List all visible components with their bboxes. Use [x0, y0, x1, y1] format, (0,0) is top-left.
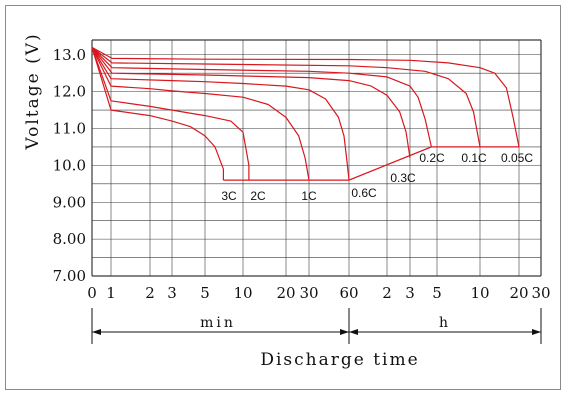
- x-tick-label: 2: [382, 284, 392, 302]
- curve-0.2C: [91, 46, 432, 148]
- segment-label-min: min: [200, 315, 236, 331]
- x-tick-label: 0: [87, 284, 97, 302]
- curve-label-0.2C: 0.2C: [419, 151, 445, 165]
- time-unit-segments: min h: [91, 308, 542, 344]
- curve-label-2C: 2C: [250, 189, 266, 203]
- segment-label-h: h: [439, 315, 451, 331]
- segment-min-arrow-left: [92, 329, 101, 335]
- curve-2C: [91, 47, 250, 181]
- x-tick-label: 1: [106, 284, 116, 302]
- curve-0.1C: [91, 46, 481, 148]
- y-tick-label: 8.00: [53, 230, 86, 248]
- x-tick-label: 5: [200, 284, 210, 302]
- y-tick-label: 12.0: [53, 83, 86, 101]
- curve-label-0.05C: 0.05C: [501, 151, 533, 165]
- x-axis-ticks: 0 1 2 3 5 10 20 30 60 2 3 5 10 20 30: [87, 284, 550, 302]
- curve-1C: [91, 47, 310, 181]
- curve-label-0.1C: 0.1C: [461, 151, 487, 165]
- y-tick-label: 7.00: [53, 267, 86, 285]
- curve-label-0.3C: 0.3C: [390, 171, 416, 185]
- curve-0.3C: [91, 47, 411, 159]
- y-axis-ticks: 13.0 12.0 11.0 10.0 9.00 8.00 7.00: [53, 46, 86, 285]
- curve-3C: [91, 47, 224, 181]
- discharge-curves: [91, 46, 520, 181]
- x-tick-label: 10: [470, 284, 489, 302]
- y-tick-label: 11.0: [53, 120, 86, 138]
- x-tick-label: 3: [167, 284, 177, 302]
- curve-labels: 3C 2C 1C 0.6C 0.3C0.2C 0.1C 0.05C: [221, 151, 533, 203]
- cutoff-line: [223, 146, 519, 181]
- curve-0.6C: [91, 47, 350, 181]
- y-axis-title: Voltage (V): [23, 32, 43, 150]
- segment-min-arrow-right: [340, 329, 349, 335]
- y-tick-label: 9.00: [53, 193, 86, 211]
- y-tick-label: 10.0: [53, 156, 86, 174]
- x-tick-label: 2: [145, 284, 155, 302]
- curve-0.05C: [91, 46, 520, 148]
- curve-label-0.6C: 0.6C: [351, 186, 377, 200]
- chart-frame: [5, 5, 561, 390]
- endpoint-line: [223, 146, 519, 181]
- x-tick-label: 60: [339, 284, 358, 302]
- x-tick-label: 20: [509, 284, 528, 302]
- x-tick-label: 10: [233, 284, 252, 302]
- grid: [91, 39, 542, 277]
- x-tick-label: 30: [531, 284, 550, 302]
- x-tick-label: 20: [276, 284, 295, 302]
- segment-h-arrow-left: [349, 329, 358, 335]
- curve-label-1C: 1C: [301, 189, 317, 203]
- x-tick-label: 3: [405, 284, 415, 302]
- x-tick-label: 5: [432, 284, 442, 302]
- segment-h-arrow-right: [532, 329, 541, 335]
- x-tick-label: 30: [299, 284, 318, 302]
- curve-label-3C: 3C: [221, 189, 237, 203]
- y-tick-label: 13.0: [53, 46, 86, 64]
- x-axis-title: Discharge time: [260, 350, 419, 370]
